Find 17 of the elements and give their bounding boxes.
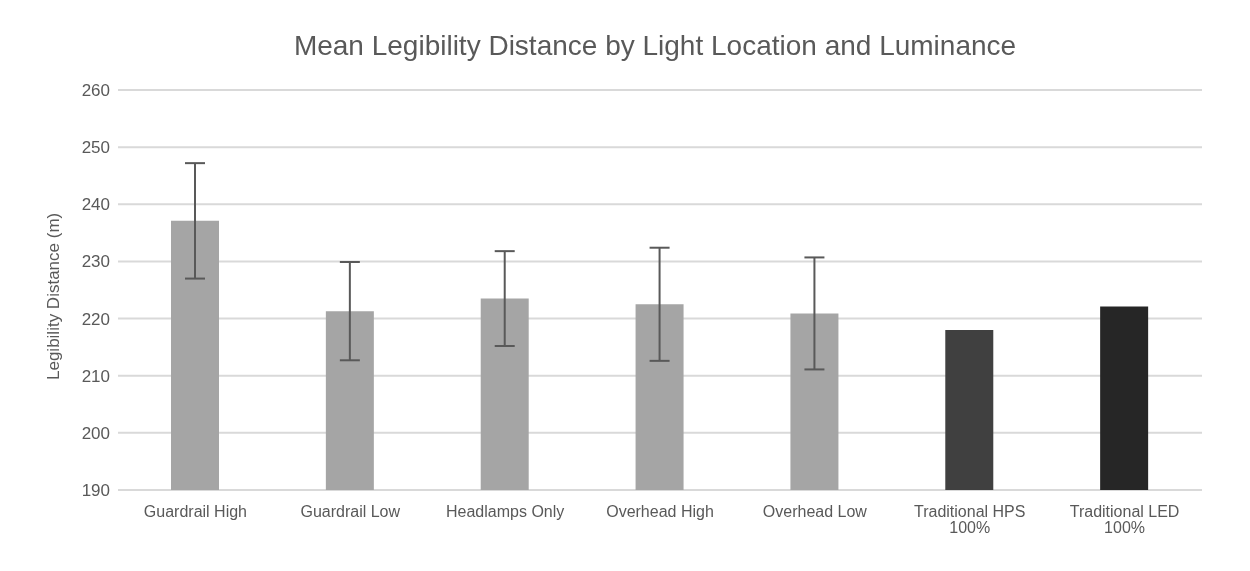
y-tick-label: 210 xyxy=(81,366,110,386)
x-tick-label: Overhead High xyxy=(606,503,714,521)
y-tick-label: 260 xyxy=(81,81,110,101)
chart-title: Mean Legibility Distance by Light Location and Luminance xyxy=(292,29,1018,63)
y-tick-label: 200 xyxy=(81,423,110,443)
y-axis-title: Legibility Distance (m) xyxy=(44,212,64,380)
x-tick-label: Guardrail High xyxy=(143,503,248,521)
y-tick-label: 190 xyxy=(81,481,110,501)
x-tick-label: Guardrail Low xyxy=(300,503,401,521)
x-tick-label: Traditional HPS 100% xyxy=(913,503,1026,537)
x-tick-label: Overhead Low xyxy=(762,503,868,521)
y-tick-label: 240 xyxy=(81,195,110,215)
y-tick-label: 230 xyxy=(81,252,110,272)
x-tick-label: Headlamps Only xyxy=(446,503,565,521)
y-tick-label: 220 xyxy=(81,309,110,329)
x-tick-label: Traditional LED 100% xyxy=(1069,503,1180,537)
y-tick-label: 250 xyxy=(81,138,110,158)
